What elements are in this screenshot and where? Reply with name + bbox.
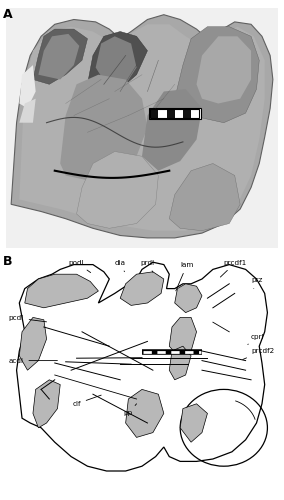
Bar xyxy=(183,110,191,118)
Text: cprl: cprl xyxy=(248,334,265,344)
Text: pp: pp xyxy=(124,404,137,416)
Polygon shape xyxy=(120,272,164,306)
Text: prcdf1: prcdf1 xyxy=(220,260,247,277)
Text: prcdf2: prcdf2 xyxy=(243,348,274,360)
Polygon shape xyxy=(169,318,197,358)
Bar xyxy=(191,110,199,118)
Bar xyxy=(166,110,175,118)
Bar xyxy=(149,108,201,119)
Bar xyxy=(150,110,199,118)
Text: A: A xyxy=(3,8,12,20)
Polygon shape xyxy=(175,284,202,312)
Polygon shape xyxy=(19,318,47,370)
Text: acdl: acdl xyxy=(9,358,57,364)
Polygon shape xyxy=(126,390,164,438)
Polygon shape xyxy=(77,152,158,228)
Text: podl: podl xyxy=(69,260,91,272)
Polygon shape xyxy=(60,74,147,180)
Polygon shape xyxy=(25,274,98,308)
Bar xyxy=(150,110,158,118)
Polygon shape xyxy=(33,380,60,428)
Polygon shape xyxy=(96,36,137,89)
Text: prz: prz xyxy=(251,277,262,288)
Text: lam: lam xyxy=(176,262,193,291)
Polygon shape xyxy=(180,404,207,442)
Polygon shape xyxy=(19,24,265,231)
Polygon shape xyxy=(33,29,87,84)
Text: clf: clf xyxy=(72,395,101,407)
Polygon shape xyxy=(38,34,79,80)
Polygon shape xyxy=(175,26,259,122)
Polygon shape xyxy=(87,32,147,94)
Text: prdl: prdl xyxy=(140,260,154,272)
Text: dia: dia xyxy=(115,260,126,272)
Bar xyxy=(158,110,166,118)
Polygon shape xyxy=(142,89,202,170)
Polygon shape xyxy=(197,36,251,104)
Polygon shape xyxy=(169,346,191,380)
Text: B: B xyxy=(3,255,12,268)
Text: pcdl: pcdl xyxy=(9,315,47,322)
Polygon shape xyxy=(169,164,240,230)
Polygon shape xyxy=(11,14,273,238)
Bar xyxy=(175,110,183,118)
Polygon shape xyxy=(19,98,36,122)
Polygon shape xyxy=(19,65,36,108)
